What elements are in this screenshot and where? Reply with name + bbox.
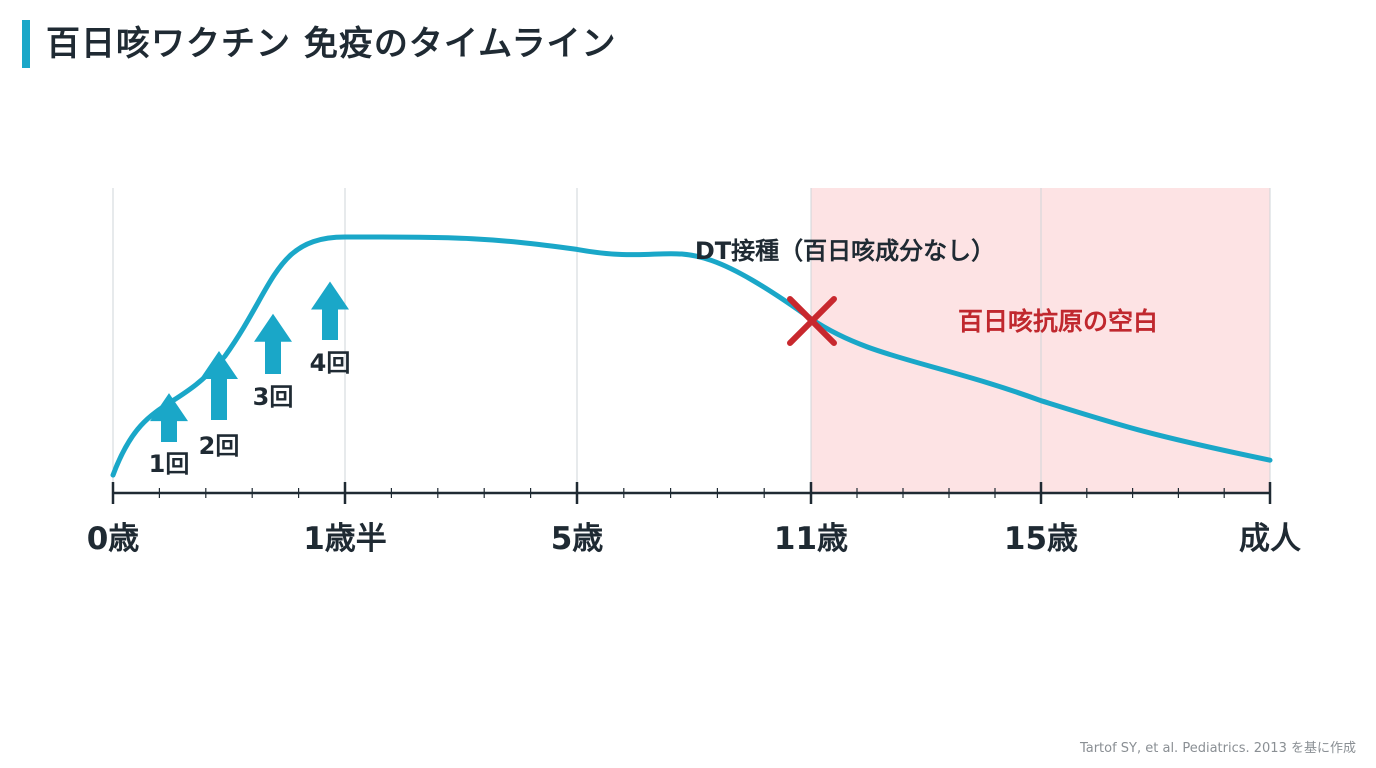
gap-annotation: 百日咳抗原の空白	[958, 307, 1158, 336]
dose-label-1: 1回	[149, 450, 190, 478]
dose-label-4: 4回	[310, 349, 351, 377]
dose-arrow-4	[311, 281, 349, 340]
x-marker-stroke-2	[787, 296, 837, 346]
x-tick-label: 0歳	[87, 521, 140, 557]
title-accent-bar	[22, 20, 30, 68]
dose-arrow-1	[150, 393, 188, 442]
x-tick-label: 成人	[1239, 521, 1301, 557]
x-tick-label: 5歳	[551, 521, 604, 557]
dose-label-2: 2回	[199, 432, 240, 460]
dose-arrow-3	[254, 313, 292, 374]
dt-annotation: DT接種（百日咳成分なし）	[695, 237, 995, 265]
dose-arrow-2	[200, 351, 238, 420]
x-tick-label: 11歳	[774, 521, 848, 557]
dose-label-3: 3回	[253, 383, 294, 411]
x-tick-label: 1歳半	[303, 521, 387, 557]
page-title: 百日咳ワクチン 免疫のタイムライン	[46, 24, 617, 64]
immunity-curve	[110, 234, 1273, 478]
x-tick-label: 15歳	[1004, 521, 1078, 557]
citation: Tartof SY, et al. Pediatrics. 2013 を基に作成	[1079, 741, 1356, 756]
